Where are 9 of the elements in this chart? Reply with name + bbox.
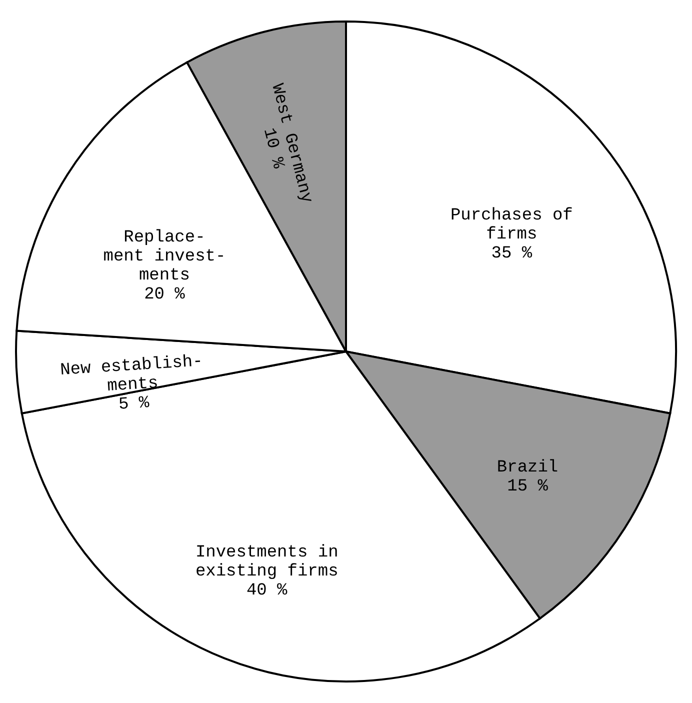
slice-label: Purchases of firms xyxy=(450,206,573,244)
data-label: 15 % xyxy=(507,478,549,497)
data-label: 35 % xyxy=(491,244,533,264)
data-label: 10 % xyxy=(258,126,288,172)
slice-label: Replace- ment invest- ments xyxy=(103,228,226,286)
data-label: 20 % xyxy=(144,285,186,304)
slice-label: Brazil xyxy=(496,458,558,478)
slice-label: Investments in existing firms xyxy=(195,543,338,582)
data-label: 40 % xyxy=(246,581,288,600)
